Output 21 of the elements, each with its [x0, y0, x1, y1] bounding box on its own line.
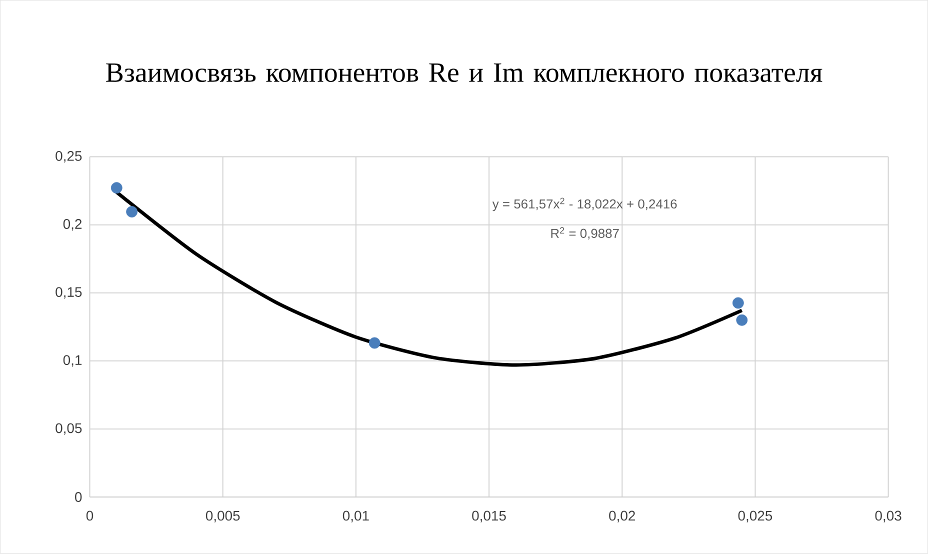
point [110, 182, 122, 194]
x-tick-label: 0,02 [609, 510, 635, 522]
x-tick-label: 0,01 [342, 510, 369, 522]
x-tick-label: 0,015 [472, 510, 506, 522]
x-tick-label: 0,03 [875, 510, 902, 522]
x-tick-label: 0,025 [738, 510, 772, 522]
annotation: y = 561,57x$^{2}$ - 18,022x + 0,2416 [492, 198, 677, 212]
point [368, 337, 380, 349]
x-tick-label: 0,005 [206, 510, 240, 522]
y-tick-label: 0,15 [56, 287, 82, 299]
point [126, 206, 138, 218]
y-tick-label: 0,05 [56, 423, 82, 435]
y-tick-label: 0,25 [56, 151, 82, 163]
y-tick-label: 0,2 [63, 219, 82, 231]
y-tick-label: 0,1 [63, 355, 82, 367]
annotation: R$^{2}$ = 0,9887 [551, 227, 619, 240]
y-tick-label: 0 [75, 492, 82, 502]
x-tick-label: 0 [86, 510, 94, 521]
chart-title: Взаимосвязь компонентов Re и Im комплекного показателя [106, 64, 822, 82]
point [732, 297, 744, 309]
point [736, 314, 748, 326]
